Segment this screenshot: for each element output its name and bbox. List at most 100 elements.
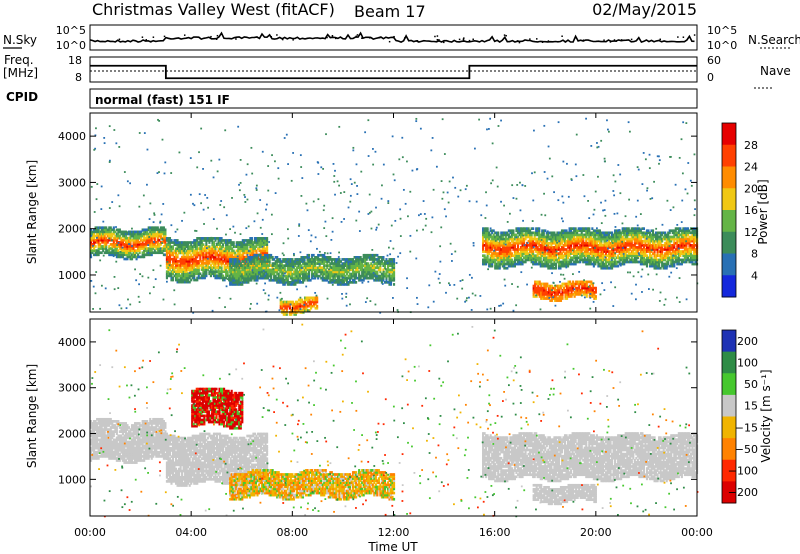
power-cell — [314, 262, 317, 265]
power-cell — [526, 258, 529, 262]
power-cell — [115, 247, 118, 250]
power-cell — [519, 260, 523, 264]
power-cell — [111, 232, 114, 236]
power-cell — [260, 260, 264, 263]
power-cell — [522, 256, 526, 260]
power-cell — [184, 270, 187, 274]
power-cell — [492, 241, 495, 245]
power-cell — [392, 283, 396, 286]
power-cell — [573, 256, 576, 260]
power-cell — [353, 262, 356, 265]
power-cell — [194, 259, 197, 263]
power-cell — [179, 259, 182, 263]
power-cell — [326, 272, 329, 276]
power-cell — [196, 266, 199, 269]
power-cell — [228, 249, 231, 253]
power-cell — [554, 235, 557, 239]
power-cell — [252, 249, 255, 253]
power-cell — [222, 278, 225, 282]
power-cell — [202, 276, 205, 280]
power-cell — [248, 274, 251, 278]
power-cell — [485, 229, 488, 233]
power-cell — [314, 300, 317, 304]
power-cell — [391, 258, 394, 261]
power-cell — [301, 274, 305, 278]
power-cell — [527, 233, 530, 237]
power-cell — [231, 251, 234, 255]
power-cell — [241, 247, 244, 251]
power-cell — [483, 227, 486, 230]
power-cell — [338, 266, 341, 270]
power-cell — [542, 235, 545, 239]
power-cell — [356, 276, 359, 280]
power-cell — [577, 248, 580, 251]
power-cell — [318, 264, 321, 268]
power-cell — [327, 256, 330, 259]
power-cell — [259, 245, 263, 249]
power-cell — [563, 231, 567, 235]
power-cell — [556, 258, 559, 262]
power-cell — [336, 266, 339, 270]
power-cell — [314, 276, 317, 280]
power-cell — [164, 247, 167, 250]
power-cell — [548, 235, 551, 239]
power-cell — [147, 251, 150, 255]
power-cell — [168, 268, 172, 271]
power-cell — [247, 256, 250, 259]
power-cell — [150, 226, 153, 230]
power-cell — [306, 260, 309, 263]
power-cell — [488, 243, 491, 247]
power-cell — [254, 278, 258, 282]
power-cell — [185, 241, 188, 244]
noise-search-point — [468, 39, 471, 42]
power-cell — [501, 239, 504, 243]
power-cell — [266, 243, 269, 246]
power-cell — [171, 264, 175, 267]
power-cell — [220, 255, 223, 259]
power-cell — [93, 232, 96, 236]
power-cell — [106, 240, 109, 244]
power-cell — [220, 251, 223, 255]
power-cell — [291, 304, 294, 308]
power-cell — [97, 236, 100, 240]
power-cell — [497, 233, 500, 237]
power-cell — [120, 255, 123, 259]
power-cell — [106, 228, 109, 232]
power-cell — [218, 243, 222, 246]
power-cell — [565, 235, 568, 239]
power-cell — [489, 258, 492, 262]
power-cell — [373, 268, 376, 272]
power-cell — [576, 258, 579, 262]
power-cell — [542, 233, 545, 237]
power-cell — [574, 227, 577, 230]
power-cell — [291, 264, 294, 268]
power-cell — [223, 259, 226, 263]
power-cell — [300, 268, 303, 272]
power-cell — [281, 304, 284, 308]
power-cell — [515, 254, 518, 258]
power-cell — [507, 235, 510, 239]
power-cell — [209, 266, 212, 269]
power-cell — [130, 234, 134, 238]
power-cell — [344, 268, 347, 272]
power-cell — [576, 250, 579, 253]
power-cell — [271, 256, 274, 259]
power-cell — [294, 276, 297, 280]
power-cell — [541, 239, 544, 243]
power-cell — [100, 238, 103, 242]
power-cell — [574, 229, 577, 233]
power-cell — [93, 230, 96, 234]
power-cell — [506, 262, 509, 266]
power-cell — [526, 233, 529, 237]
power-cell — [282, 280, 285, 284]
power-cell — [193, 253, 196, 257]
power-cell — [214, 251, 217, 255]
power-cell — [495, 233, 498, 237]
power-cell — [519, 239, 523, 243]
power-cell — [123, 253, 126, 257]
power-cell — [341, 258, 344, 261]
power-cell — [260, 264, 264, 268]
power-cell — [485, 233, 488, 237]
noise-sky-series — [89, 31, 695, 44]
power-cell — [385, 274, 388, 278]
